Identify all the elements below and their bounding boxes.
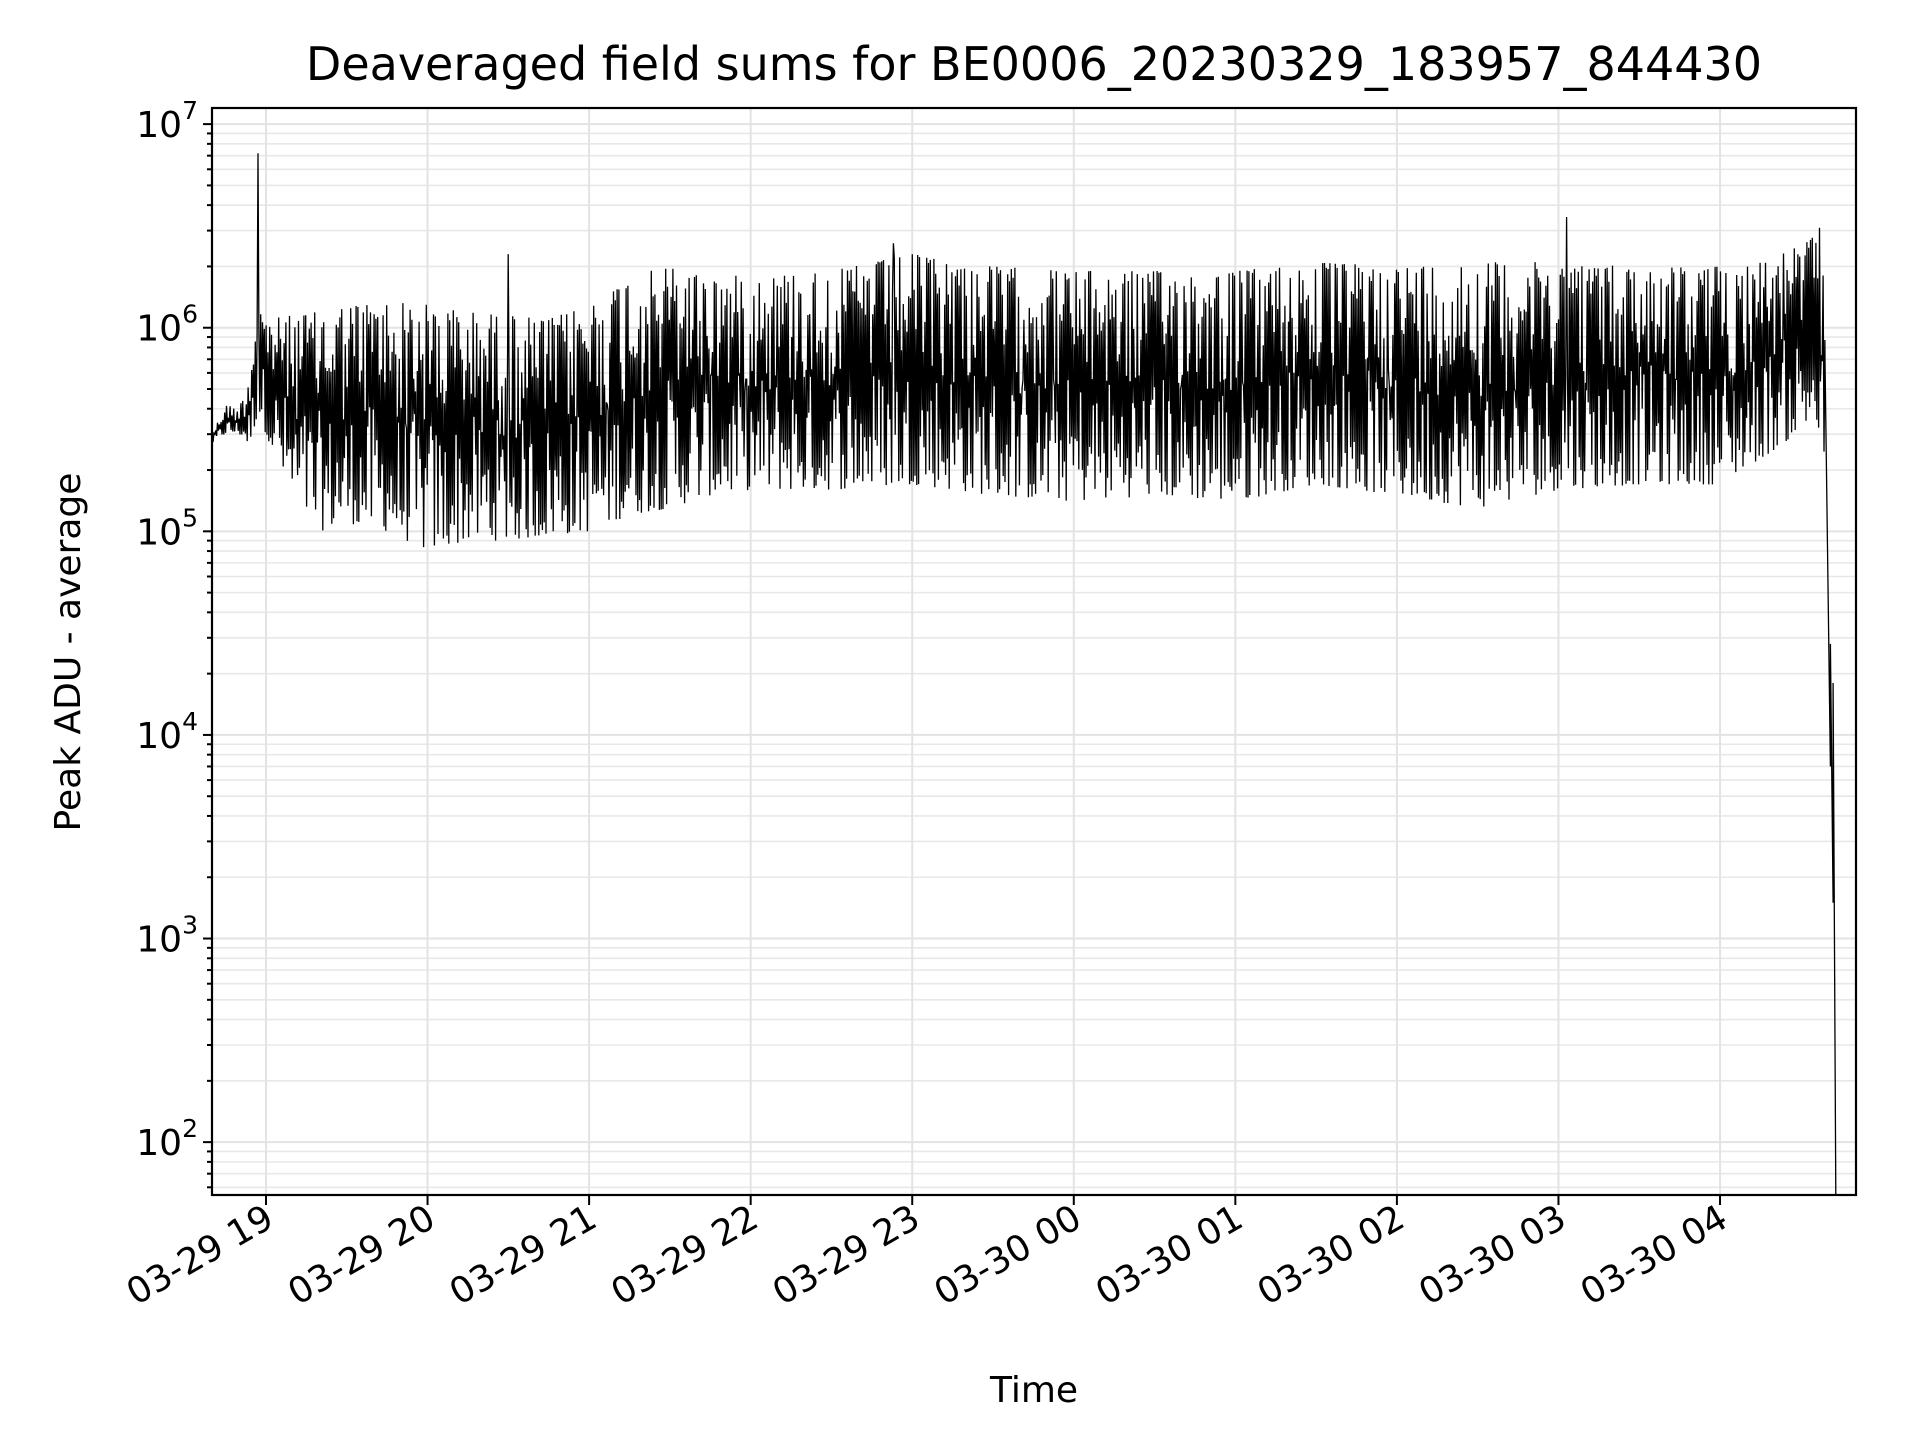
series-line [211, 153, 1837, 1196]
y-tick-exponent: 3 [182, 911, 198, 940]
y-tick-label: 107 [136, 96, 198, 146]
y-tick-exponent: 4 [182, 707, 198, 736]
y-tick-exponent: 2 [182, 1114, 198, 1143]
grid-layer [212, 108, 1856, 1195]
y-tick-exponent: 6 [182, 300, 198, 329]
y-axis-label: Peak ADU - average [48, 473, 89, 832]
y-tick-exponent: 7 [182, 96, 198, 125]
x-axis-label: Time [989, 1370, 1078, 1411]
y-tick-label: 102 [136, 1114, 198, 1164]
plot-frame [210, 106, 1858, 1197]
chart-title: Deaveraged field sums for BE0006_2023032… [306, 37, 1762, 91]
y-tick-label: 105 [136, 503, 198, 553]
series-layer [211, 153, 1837, 1196]
y-tick-label: 106 [136, 300, 198, 350]
y-tick-label: 104 [136, 707, 198, 757]
y-tick-exponent: 5 [182, 503, 198, 532]
y-tick-label: 103 [136, 911, 198, 961]
